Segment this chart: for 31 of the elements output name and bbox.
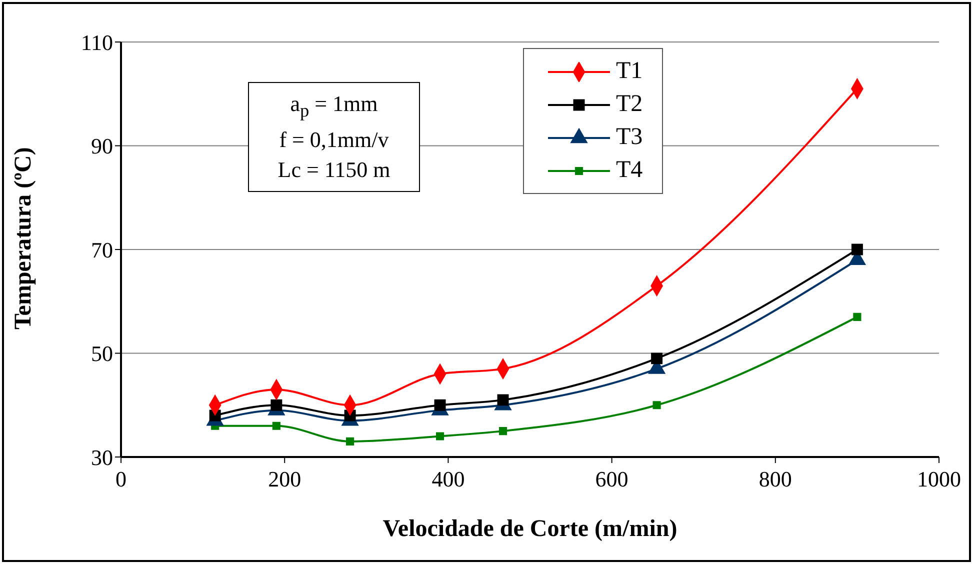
y-tick-label: 30 (91, 444, 113, 470)
point (652, 401, 661, 410)
y-tick-label: 70 (91, 237, 113, 262)
x-tick-label: 0 (116, 466, 126, 492)
legend-label: T1 (616, 57, 643, 86)
point (346, 437, 354, 446)
annotation: Lc = 1150 m (276, 156, 392, 184)
legend-label: T4 (616, 156, 643, 185)
x-tick-label: 600 (595, 466, 628, 492)
y-axis-title: Temperatura (ºC) (10, 147, 37, 330)
point (651, 352, 663, 364)
point (436, 432, 444, 440)
annotation: a$_{p}$ = 1mm (289, 90, 379, 122)
point (272, 422, 280, 430)
point (851, 244, 863, 256)
point (498, 427, 508, 436)
annotation: f = 0,1mm/v (278, 126, 390, 154)
y-tick-label: 90 (91, 134, 113, 159)
y-tick-label: 50 (91, 341, 113, 366)
point (270, 399, 282, 411)
y-tick-label: 110 (80, 30, 113, 55)
point (434, 399, 446, 411)
point (853, 312, 862, 321)
legend-label: T3 (616, 123, 643, 152)
x-tick-label: 1000 (917, 466, 961, 492)
point (497, 394, 509, 406)
legend-label: T2 (616, 90, 643, 119)
x-axis-title: Velocidade de Corte (m/min) (382, 516, 678, 542)
x-tick-label: 800 (758, 466, 792, 492)
x-tick-label: 200 (268, 466, 302, 492)
x-tick-label: 400 (432, 466, 465, 492)
